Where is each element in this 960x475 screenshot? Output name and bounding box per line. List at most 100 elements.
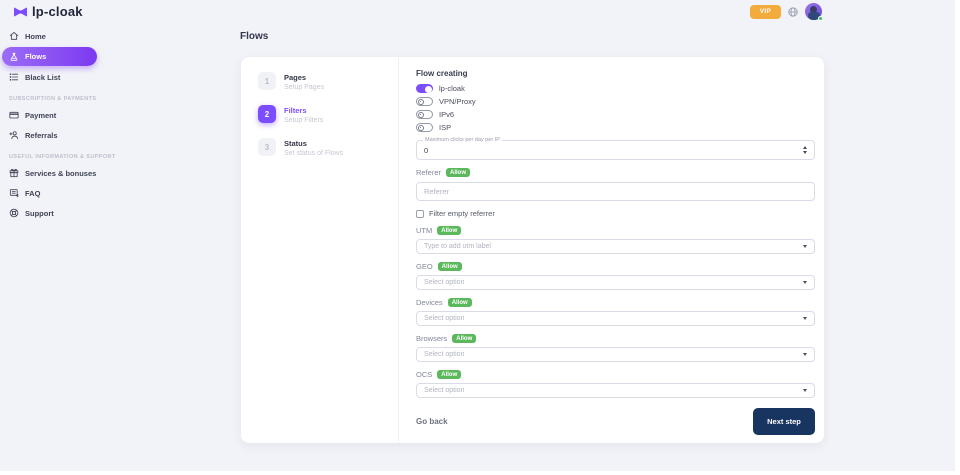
chevron-down-icon (803, 317, 807, 320)
flow-creating-card: 1 Pages Setup Pages 2 Filters Setup Filt… (241, 57, 824, 443)
user-avatar[interactable] (805, 3, 823, 21)
isp-toggle[interactable] (416, 123, 433, 132)
referrals-icon (9, 130, 19, 140)
geo-allow-badge[interactable]: Allow (437, 262, 462, 271)
geo-select[interactable]: Select option (416, 275, 815, 290)
app-logo[interactable]: lp-cloak (13, 4, 83, 19)
devices-select[interactable]: Select option (416, 311, 815, 326)
utm-select[interactable]: Type to add utm label (416, 239, 815, 254)
referer-label-row: Referer Allow (416, 168, 815, 177)
payment-card-icon (9, 110, 19, 120)
section-label: USEFUL INFORMATION & SUPPORT (9, 154, 116, 160)
home-icon (9, 31, 19, 41)
referer-allow-badge[interactable]: Allow (446, 168, 471, 177)
toggle-row-isp: ISP (416, 122, 815, 133)
referer-label: Referer (416, 168, 442, 177)
toggle-knob (417, 124, 424, 131)
utm-allow-badge[interactable]: Allow (437, 226, 462, 235)
form-footer: Go back Next step (416, 408, 815, 435)
geo-label-row: GEO Allow (416, 262, 815, 271)
sidebar-item-label: Referrals (25, 130, 58, 140)
step-number: 2 (258, 105, 276, 123)
sidebar-section-useful: USEFUL INFORMATION & SUPPORT (9, 154, 115, 160)
chevron-down-icon (803, 281, 807, 284)
sidebar-item-faq[interactable]: FAQ (0, 183, 100, 203)
sidebar: Home Flows Black List SUBSCRIPTI (0, 26, 115, 223)
empty-referrer-row: Filter empty referrer (416, 209, 815, 218)
stepper-down-icon (803, 151, 807, 154)
top-header: lp-cloak VIP (0, 0, 960, 24)
blacklist-icon (9, 72, 19, 82)
browsers-select[interactable]: Select option (416, 347, 815, 362)
select-placeholder: Select option (424, 279, 465, 286)
devices-label: Devices (416, 298, 443, 307)
select-placeholder: Type to add utm label (424, 243, 491, 250)
form-title: Flow creating (416, 69, 468, 78)
step-status[interactable]: 3 Status Set status of Flows (258, 138, 398, 157)
vertical-scrollbar[interactable] (955, 0, 960, 475)
page-bottom-edge (0, 471, 960, 475)
sidebar-item-label: Payment (25, 110, 57, 120)
step-subtitle: Setup Pages (284, 84, 325, 91)
toggle-row-ipv6: IPv6 (416, 109, 815, 120)
sidebar-section-subscription: SUBSCRIPTION & PAYMENTS (9, 96, 97, 102)
go-back-button[interactable]: Go back (416, 417, 448, 426)
vpn-proxy-toggle[interactable] (416, 97, 433, 106)
devices-allow-badge[interactable]: Allow (447, 298, 472, 307)
toggle-label: VPN/Proxy (439, 97, 476, 106)
sidebar-item-flows[interactable]: Flows (2, 47, 97, 66)
sidebar-item-support[interactable]: Support (0, 203, 100, 223)
sidebar-item-label: Services & bonuses (25, 168, 97, 178)
toggle-label: ISP (439, 123, 452, 132)
filter-empty-referrer-checkbox[interactable] (416, 209, 424, 218)
ocs-label-row: OCS Allow (416, 370, 815, 379)
support-icon (9, 208, 19, 218)
step-subtitle: Setup Filters (284, 117, 324, 124)
referer-input[interactable] (416, 182, 815, 201)
step-subtitle: Set status of Flows (284, 150, 344, 157)
max-clicks-field: Maximum clicks per day per IP (416, 137, 815, 160)
chevron-down-icon (803, 353, 807, 356)
ipv6-toggle[interactable] (416, 110, 433, 119)
sidebar-item-referrals[interactable]: Referrals (0, 125, 100, 145)
sidebar-item-label: Black List (25, 72, 61, 82)
max-clicks-input[interactable] (417, 145, 803, 155)
header-controls: VIP (750, 3, 823, 21)
sidebar-item-services[interactable]: Services & bonuses (0, 163, 100, 183)
sidebar-item-label: Home (25, 31, 46, 41)
ocs-select[interactable]: Select option (416, 383, 815, 398)
section-label: SUBSCRIPTION & PAYMENTS (9, 96, 97, 102)
ocs-allow-badge[interactable]: Allow (437, 370, 462, 379)
number-stepper[interactable] (803, 146, 814, 154)
toggle-label: IPv6 (439, 110, 455, 119)
browsers-allow-badge[interactable]: Allow (452, 334, 477, 343)
sidebar-item-payment[interactable]: Payment (0, 105, 100, 125)
faq-icon (9, 188, 19, 198)
max-clicks-label: Maximum clicks per day per IP (423, 137, 502, 143)
select-placeholder: Select option (424, 351, 465, 358)
lp-cloak-toggle[interactable] (416, 84, 433, 93)
next-step-button[interactable]: Next step (753, 408, 815, 435)
chevron-down-icon (803, 245, 807, 248)
checkbox-label: Filter empty referrer (429, 209, 495, 218)
devices-label-row: Devices Allow (416, 298, 815, 307)
sidebar-item-black-list[interactable]: Black List (0, 67, 100, 87)
logo-text: lp-cloak (32, 4, 83, 19)
sidebar-item-label: Support (25, 208, 54, 218)
select-placeholder: Select option (424, 387, 465, 394)
toggle-knob (424, 85, 432, 93)
logo-bowtie-icon (13, 6, 28, 18)
select-placeholder: Select option (424, 315, 465, 322)
gift-icon (9, 168, 19, 178)
step-pages[interactable]: 1 Pages Setup Pages (258, 72, 398, 91)
filters-form: Flow creating lp-cloak VPN/Proxy IPv6 IS… (399, 57, 824, 443)
toggle-row-lp-cloak: lp-cloak (416, 83, 815, 94)
sidebar-item-label: Flows (25, 52, 47, 61)
step-filters[interactable]: 2 Filters Setup Filters (258, 105, 398, 124)
language-globe-icon[interactable] (788, 6, 798, 17)
sidebar-item-home[interactable]: Home (0, 26, 100, 46)
chevron-down-icon (803, 389, 807, 392)
vip-button[interactable]: VIP (750, 4, 781, 19)
online-status-dot (818, 16, 823, 21)
